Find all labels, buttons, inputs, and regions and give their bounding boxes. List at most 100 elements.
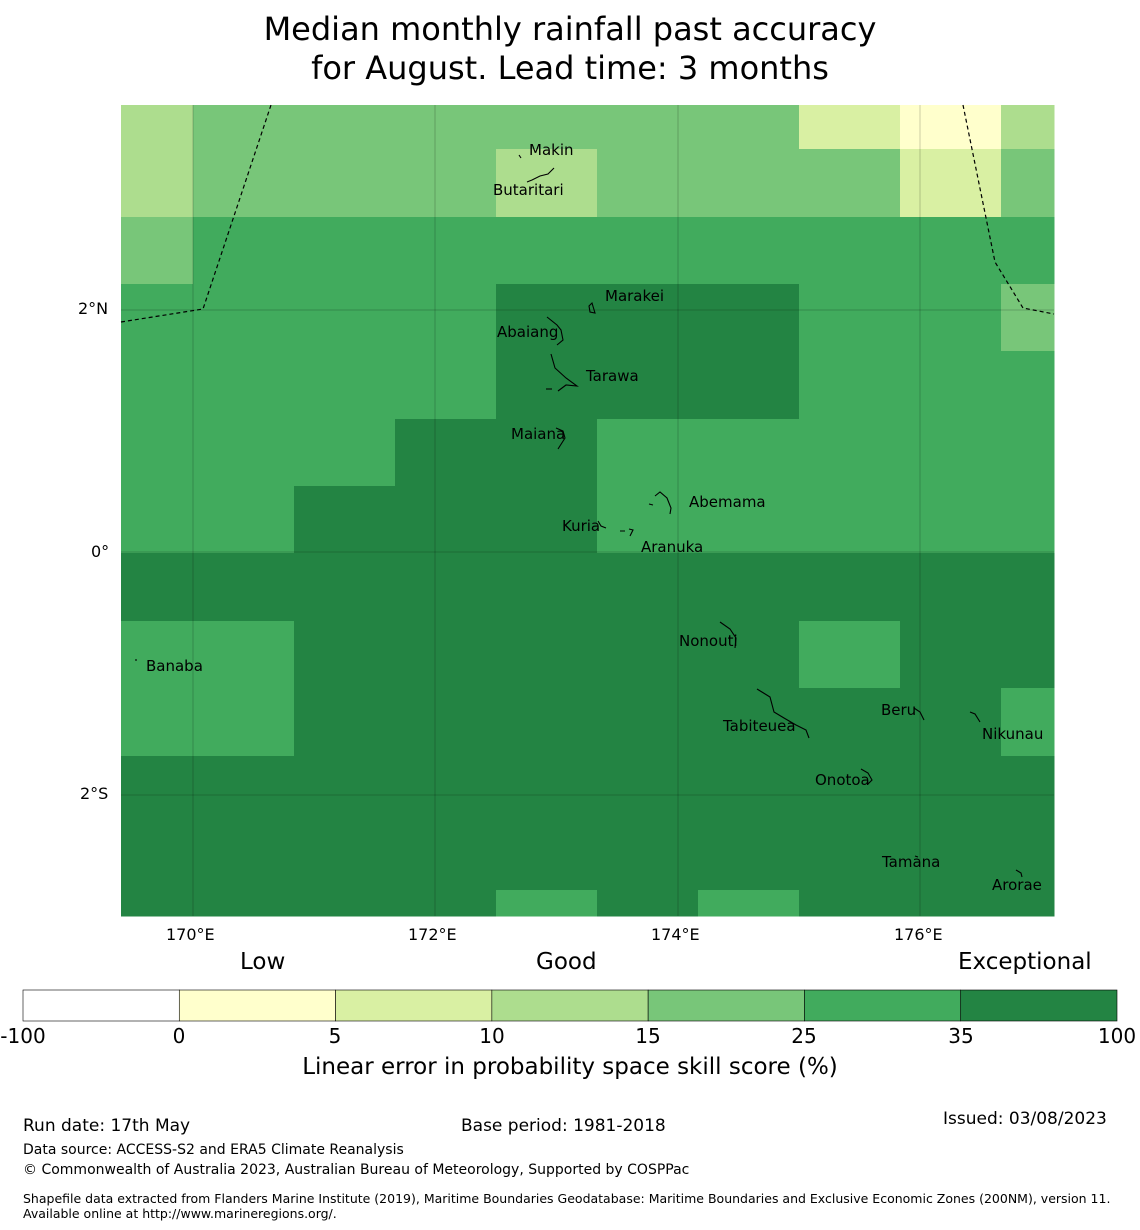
grid-cell xyxy=(121,105,194,150)
grid-cell xyxy=(1001,823,1055,891)
grid-cell xyxy=(1001,217,1055,285)
colorbar-tick: 35 xyxy=(948,1024,974,1048)
colorbar-tick: -100 xyxy=(0,1024,46,1048)
island-label-tamana: Tamana xyxy=(881,853,940,871)
island-label-nonouti: Nonouti xyxy=(679,632,738,650)
colorbar-bin xyxy=(178,989,336,1022)
grid-cell xyxy=(698,217,800,285)
grid-cell xyxy=(193,621,295,689)
butaritari-coast xyxy=(526,167,555,183)
grid-cell xyxy=(121,217,194,285)
grid-cell xyxy=(294,823,396,891)
grid-cell xyxy=(193,351,295,420)
grid-cell xyxy=(597,756,699,824)
island-label-abaiang: Abaiang xyxy=(497,323,558,341)
grid-cell xyxy=(395,284,497,352)
grid-cell xyxy=(193,149,295,218)
grid-cell xyxy=(698,284,800,352)
island-label-tarawa: Tarawa xyxy=(585,367,639,385)
grid-cell xyxy=(294,486,396,554)
grid-cell xyxy=(597,284,699,352)
grid-cell xyxy=(698,756,800,824)
grid-cell xyxy=(496,890,598,917)
grid-cell xyxy=(1001,149,1055,218)
grid-cell xyxy=(496,553,598,622)
grid-cell xyxy=(395,688,497,757)
nonouti-coast xyxy=(719,621,737,649)
island-label-maiana: Maiana xyxy=(511,425,565,443)
grid-cell xyxy=(193,890,295,917)
colorbar-bin xyxy=(804,989,962,1022)
grid-cell xyxy=(799,105,901,150)
grid-cell xyxy=(395,756,497,824)
grid-cell xyxy=(395,890,497,917)
x-tick-176e: 176°E xyxy=(894,925,943,944)
grid-cell xyxy=(900,284,1002,352)
colorbar-tick: 100 xyxy=(1097,1024,1137,1048)
grid-cell xyxy=(193,553,295,622)
grid-cell xyxy=(193,284,295,352)
island-coastlines xyxy=(135,154,1023,878)
island-label-aranuka: Aranuka xyxy=(641,538,703,556)
grid-cell xyxy=(294,553,396,622)
grid-cell xyxy=(698,621,800,689)
colorbar-bin xyxy=(491,989,649,1022)
x-tick-172e: 172°E xyxy=(408,925,457,944)
grid-cell xyxy=(1001,486,1055,554)
grid-cell xyxy=(698,105,800,150)
y-tick-2n: 2°N xyxy=(78,299,109,318)
y-tick-0: 0° xyxy=(91,542,110,561)
nikunau-coast xyxy=(969,711,981,723)
grid-cell xyxy=(698,149,800,218)
grid-cell xyxy=(395,823,497,891)
grid-cell xyxy=(1001,351,1055,420)
colorbar-tick: 5 xyxy=(328,1024,342,1048)
grid-cell xyxy=(395,105,497,150)
skill-grid xyxy=(121,105,1055,917)
grid-cell xyxy=(1001,553,1055,622)
grid-cell xyxy=(597,486,699,554)
eez-boundary-east xyxy=(962,104,1055,315)
abemama-coast xyxy=(648,491,672,515)
grid-cell xyxy=(496,756,598,824)
marakei-coast xyxy=(588,301,596,314)
grid-cell xyxy=(698,486,800,554)
grid-cell xyxy=(193,105,295,150)
grid-cell xyxy=(121,553,194,622)
grid-cell xyxy=(294,105,396,150)
category-good: Good xyxy=(536,949,597,975)
grid-cell xyxy=(395,553,497,622)
grid-cell xyxy=(193,756,295,824)
grid-cell xyxy=(193,823,295,891)
colorbar-tick: 10 xyxy=(479,1024,505,1048)
grid-cell xyxy=(597,688,699,757)
grid-cell xyxy=(121,149,194,218)
grid-cell xyxy=(698,553,800,622)
grid-cell xyxy=(597,419,699,487)
colorbar-bin xyxy=(647,989,805,1022)
grid-cell xyxy=(1001,890,1055,917)
run-date: Run date: 17th May xyxy=(23,1116,191,1136)
title-line-2: for August. Lead time: 3 months xyxy=(311,49,829,87)
shapefile-credit: Shapefile data extracted from Flanders M… xyxy=(23,1191,1111,1221)
grid-cell xyxy=(496,688,598,757)
grid-cell xyxy=(193,419,295,487)
grid-cell xyxy=(496,105,598,150)
grid-cell xyxy=(799,217,901,285)
grid-cell xyxy=(395,217,497,285)
grid-cell xyxy=(496,621,598,689)
grid-cell xyxy=(799,823,901,891)
grid-cell xyxy=(294,149,396,218)
island-labels: Makin Butaritari Marakei Abaiang Tarawa … xyxy=(146,141,1043,894)
island-label-arorae: Arorae xyxy=(992,876,1042,894)
kuria-coast xyxy=(597,520,607,529)
grid-cell xyxy=(597,823,699,891)
grid-cell xyxy=(900,419,1002,487)
grid-cell xyxy=(900,688,1002,757)
tabiteuea-coast xyxy=(756,688,810,739)
grid-cell xyxy=(597,553,699,622)
beru-coast xyxy=(913,707,925,721)
grid-cell xyxy=(121,486,194,554)
grid-cell xyxy=(193,486,295,554)
island-label-kuria: Kuria xyxy=(562,517,600,535)
